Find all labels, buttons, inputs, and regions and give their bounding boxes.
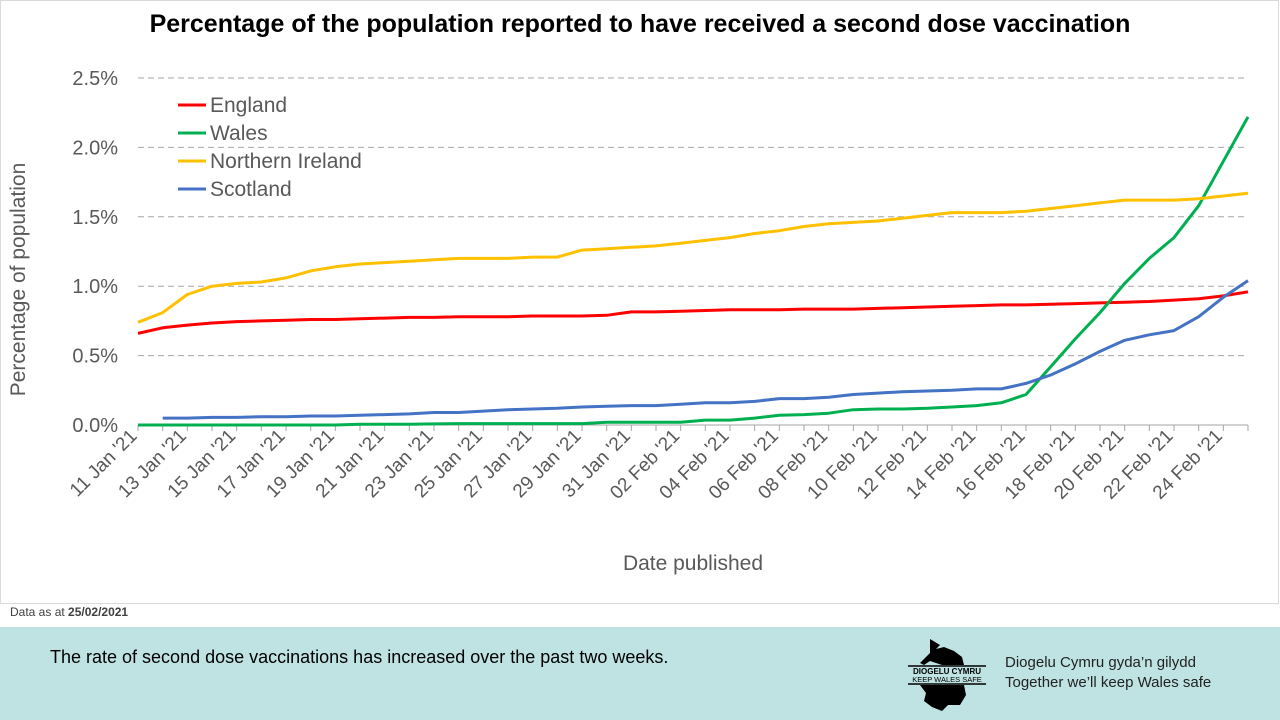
series-line-northern-ireland — [137, 191, 1249, 324]
note-label: Data as at — [10, 605, 65, 619]
series-line-scotland — [162, 279, 1249, 420]
y-tick-label: 2.5% — [72, 68, 118, 90]
x-axis-title: Date published — [623, 552, 763, 575]
tagline-english: Together we’ll keep Wales safe — [1005, 674, 1212, 691]
svg-text:KEEP WALES SAFE: KEEP WALES SAFE — [912, 675, 982, 684]
keep-wales-safe-logo: DIOGELU CYMRU KEEP WALES SAFE — [908, 639, 986, 711]
chart-title: Percentage of the population reported to… — [149, 10, 1131, 38]
tagline: Diogelu Cymru gyda’n gilydd Together we’… — [1005, 653, 1211, 693]
summary-message: The rate of second dose vaccinations has… — [50, 647, 669, 667]
footer-banner: The rate of second dose vaccinations has… — [0, 627, 1280, 720]
y-tick-label: 2.0% — [72, 137, 118, 159]
legend-label: Wales — [210, 122, 268, 145]
y-tick-label: 1.0% — [72, 276, 118, 298]
y-tick-label: 1.5% — [72, 207, 118, 229]
y-axis-title: Percentage of population — [7, 163, 30, 397]
y-tick-label: 0.5% — [72, 346, 118, 368]
y-tick-label: 0.0% — [72, 415, 118, 437]
tagline-welsh: Diogelu Cymru gyda’n gilydd — [1005, 654, 1196, 671]
series-line-wales — [138, 116, 1250, 427]
data-date-note: Data as at 25/02/2021 — [10, 605, 128, 619]
svg-text:DIOGELU CYMRU: DIOGELU CYMRU — [913, 667, 981, 676]
legend-label: Scotland — [210, 178, 292, 201]
chart-frame — [0, 0, 1279, 604]
legend-label: England — [210, 94, 287, 117]
legend-label: Northern Ireland — [210, 150, 362, 173]
note-date: 25/02/2021 — [68, 605, 129, 619]
series-line-england — [137, 290, 1249, 335]
